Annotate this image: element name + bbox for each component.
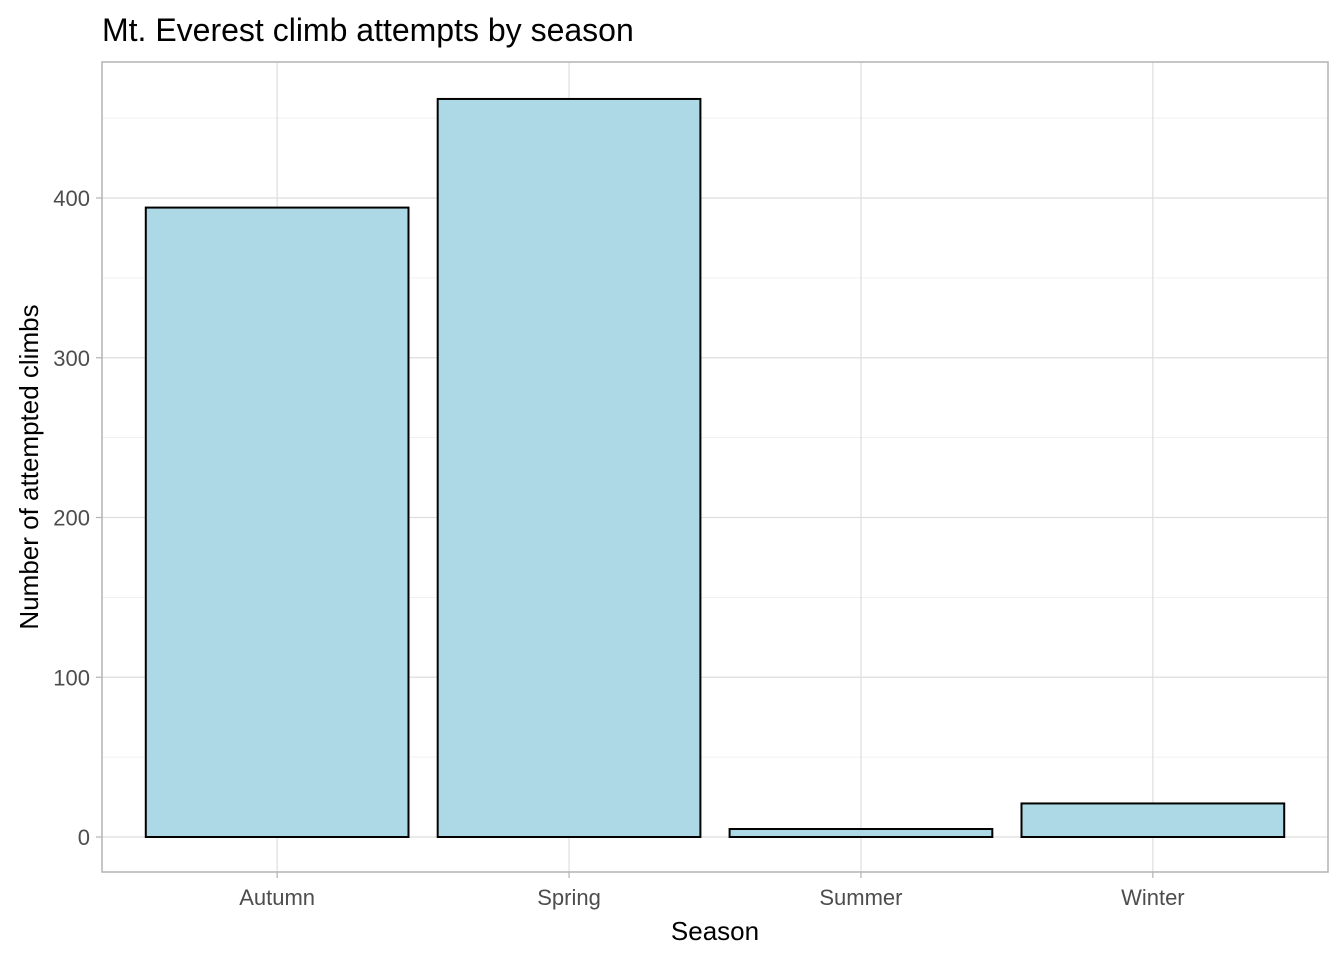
y-tick-label: 400 [53, 186, 90, 211]
bars [144, 97, 1286, 839]
x-tick-label: Spring [537, 885, 601, 910]
chart-title: Mt. Everest climb attempts by season [102, 12, 634, 48]
y-axis-title: Number of attempted climbs [14, 304, 44, 629]
y-tick-label: 300 [53, 346, 90, 371]
x-tick-label: Autumn [239, 885, 315, 910]
x-axis-title: Season [671, 916, 759, 946]
y-tick-label: 200 [53, 506, 90, 531]
bar-summer [728, 828, 994, 839]
x-tick-label: Summer [819, 885, 902, 910]
bar-autumn [144, 206, 410, 838]
bar-spring [436, 97, 702, 838]
y-axis: 0 100 200 300 400 [53, 186, 102, 850]
x-axis: Autumn Spring Summer Winter [239, 872, 1185, 910]
plot-panel [101, 61, 1329, 873]
bar-winter [1020, 802, 1286, 839]
y-tick-label: 0 [78, 825, 90, 850]
y-tick-label: 100 [53, 665, 90, 690]
x-tick-label: Winter [1121, 885, 1185, 910]
